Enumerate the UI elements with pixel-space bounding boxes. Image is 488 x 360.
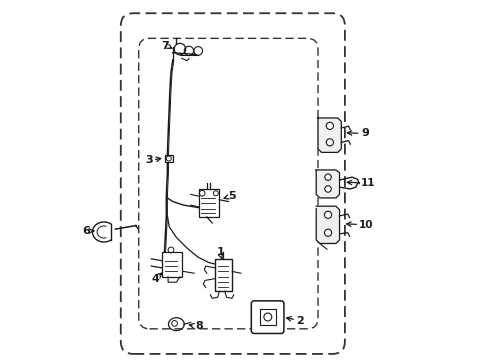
Text: 3: 3 (144, 155, 152, 165)
Polygon shape (317, 118, 341, 152)
Text: 4: 4 (152, 274, 160, 284)
Text: 6: 6 (82, 226, 90, 236)
Text: 2: 2 (296, 316, 304, 325)
Text: 10: 10 (359, 220, 373, 230)
Text: 9: 9 (361, 129, 369, 138)
Text: 11: 11 (360, 178, 375, 188)
Bar (164, 155, 172, 162)
Circle shape (325, 139, 333, 146)
Text: 8: 8 (195, 321, 203, 331)
Circle shape (324, 186, 330, 192)
Bar (162, 252, 182, 277)
Circle shape (324, 229, 331, 236)
Bar (215, 259, 232, 291)
Text: 7: 7 (161, 41, 168, 50)
Bar (260, 309, 275, 325)
Circle shape (324, 211, 331, 219)
FancyBboxPatch shape (251, 301, 284, 333)
Polygon shape (316, 206, 339, 243)
Text: 1: 1 (216, 247, 224, 257)
Circle shape (324, 174, 330, 180)
Circle shape (325, 122, 333, 130)
Polygon shape (316, 170, 339, 198)
Text: 5: 5 (228, 191, 235, 201)
Bar (198, 189, 219, 217)
